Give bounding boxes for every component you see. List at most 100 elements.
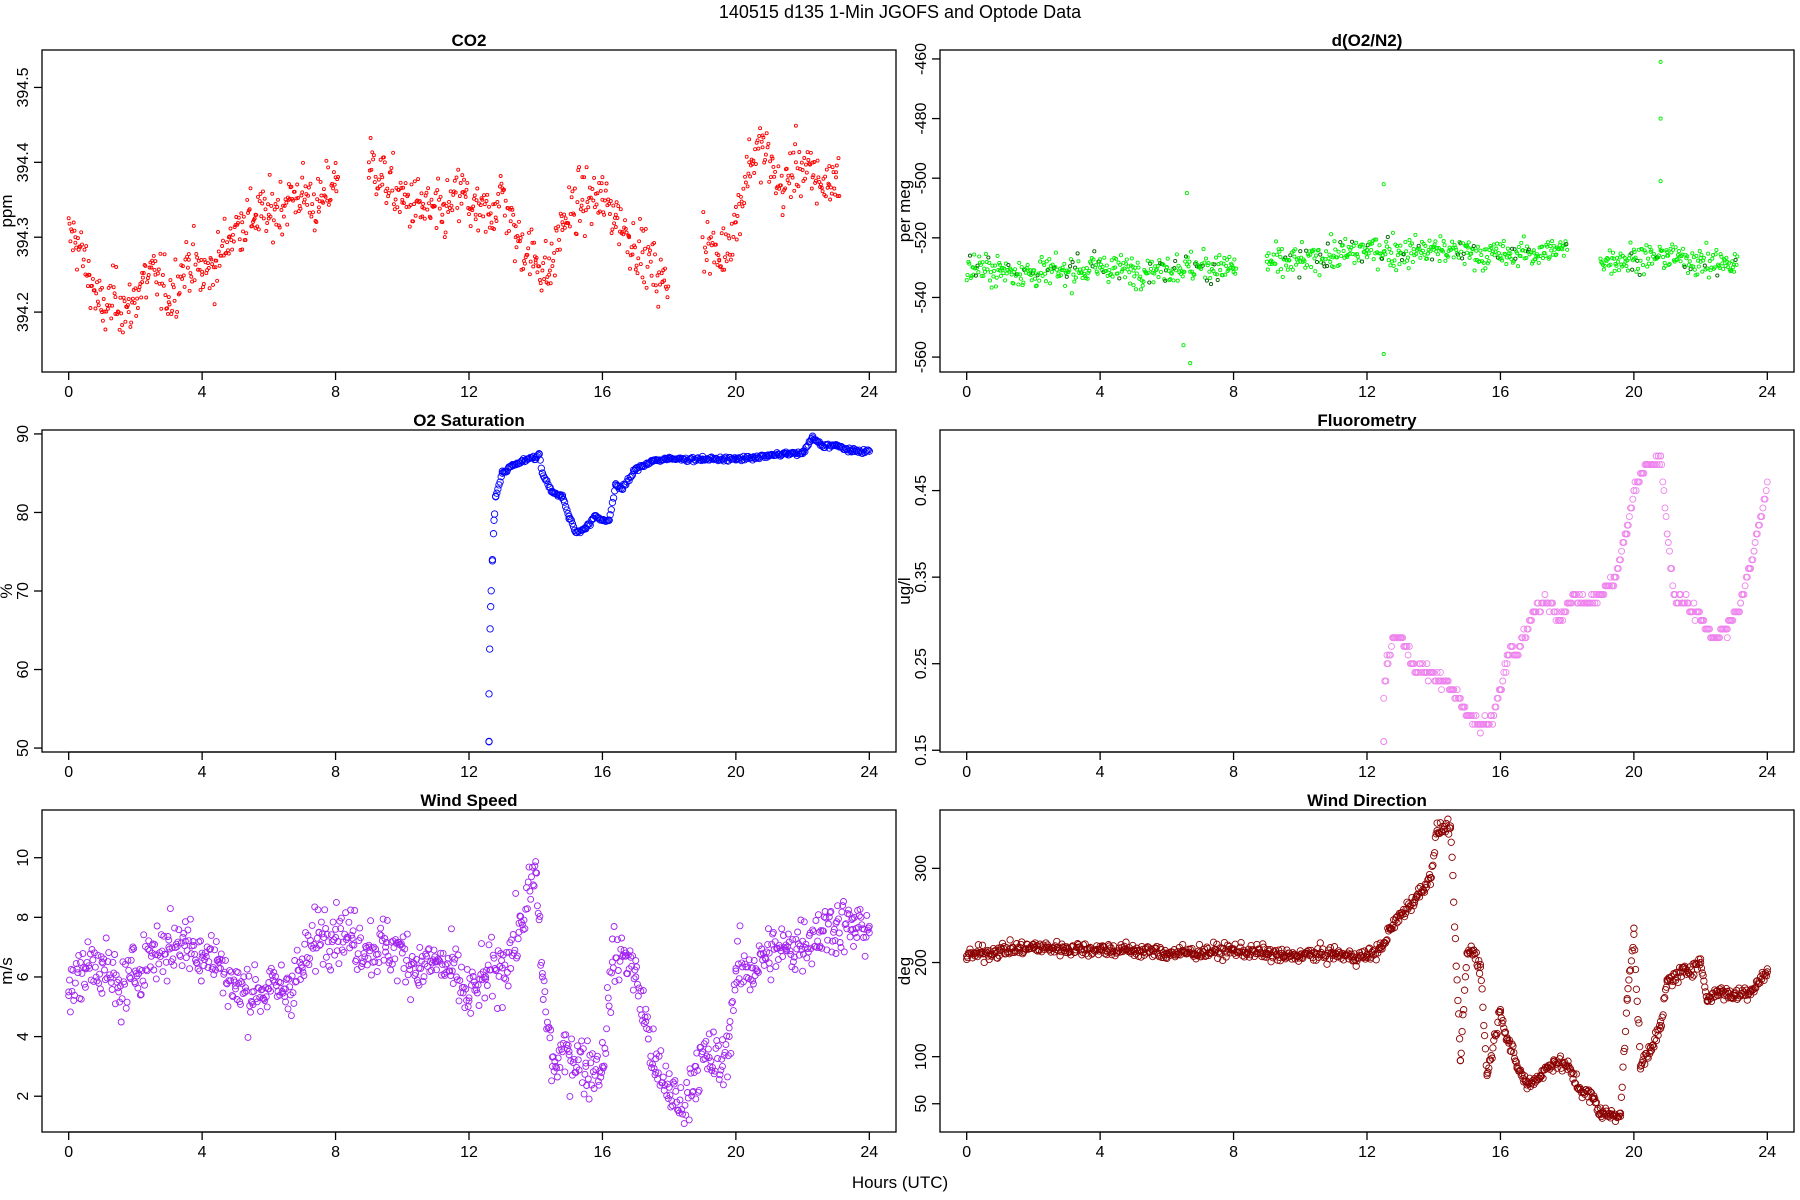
data-point bbox=[1296, 256, 1301, 261]
data-point bbox=[713, 242, 718, 247]
x-tick-label-do2n2-4: 4 bbox=[1096, 384, 1105, 401]
data-point bbox=[742, 201, 747, 206]
data-point bbox=[460, 983, 468, 991]
data-point bbox=[641, 462, 649, 470]
y-tick-label-wspd-4: 10 bbox=[15, 849, 32, 867]
data-point bbox=[628, 266, 632, 271]
data-point bbox=[525, 252, 530, 257]
x-tick-label-co2-16: 16 bbox=[594, 384, 612, 401]
data-point bbox=[580, 175, 585, 180]
data-point bbox=[592, 512, 600, 521]
data-point bbox=[198, 287, 203, 292]
data-point bbox=[432, 204, 437, 209]
data-point bbox=[1492, 253, 1497, 258]
data-point bbox=[547, 1026, 555, 1034]
data-point bbox=[1355, 254, 1360, 259]
data-point bbox=[1331, 253, 1336, 258]
data-point bbox=[786, 173, 791, 178]
data-point bbox=[1457, 1049, 1465, 1057]
data-point bbox=[832, 442, 840, 450]
data-point bbox=[1146, 270, 1151, 275]
data-point bbox=[1762, 487, 1770, 495]
data-point bbox=[144, 945, 152, 953]
x-axis-label: Hours (UTC) bbox=[852, 1173, 948, 1192]
data-point bbox=[1309, 265, 1314, 270]
data-point bbox=[834, 163, 839, 168]
data-point bbox=[70, 248, 75, 253]
data-point bbox=[422, 216, 427, 221]
data-point bbox=[1763, 478, 1771, 486]
data-point bbox=[747, 137, 752, 142]
data-point bbox=[1696, 608, 1703, 616]
data-point bbox=[535, 270, 540, 275]
data-point bbox=[171, 924, 179, 932]
data-point bbox=[982, 266, 987, 271]
data-point bbox=[637, 239, 642, 244]
data-point bbox=[1455, 1035, 1464, 1043]
data-point bbox=[451, 955, 459, 963]
data-point bbox=[715, 262, 720, 267]
data-point bbox=[1683, 599, 1691, 607]
data-point bbox=[171, 285, 176, 290]
data-point bbox=[1317, 273, 1322, 278]
data-point bbox=[1435, 246, 1440, 251]
data-point bbox=[1188, 249, 1194, 254]
data-point bbox=[118, 995, 126, 1003]
data-point bbox=[803, 176, 808, 181]
data-point bbox=[487, 204, 491, 209]
data-point bbox=[1431, 247, 1436, 252]
data-point bbox=[228, 992, 236, 1000]
data-point bbox=[1403, 239, 1408, 245]
data-point bbox=[301, 940, 309, 948]
data-point bbox=[1552, 247, 1557, 252]
data-point bbox=[1536, 1071, 1545, 1080]
data-point bbox=[245, 197, 250, 202]
data-point bbox=[1615, 259, 1621, 264]
data-point bbox=[222, 216, 227, 221]
data-point bbox=[126, 973, 134, 981]
data-point bbox=[371, 153, 376, 158]
data-point bbox=[195, 255, 200, 260]
data-point bbox=[1726, 261, 1731, 266]
data-point bbox=[1325, 241, 1330, 246]
data-point bbox=[594, 202, 599, 207]
data-point bbox=[608, 199, 613, 203]
data-point bbox=[539, 996, 547, 1003]
data-point bbox=[798, 194, 803, 199]
data-point bbox=[253, 212, 258, 217]
data-point bbox=[90, 276, 95, 281]
data-point bbox=[231, 978, 239, 986]
data-point bbox=[632, 973, 640, 981]
data-point bbox=[766, 141, 771, 146]
y-axis-label-co2: ppm bbox=[0, 194, 16, 227]
data-point bbox=[682, 1111, 690, 1119]
data-point bbox=[736, 193, 741, 197]
data-point bbox=[1187, 259, 1192, 264]
data-point bbox=[1424, 256, 1430, 261]
data-point bbox=[799, 160, 804, 165]
data-point bbox=[1443, 258, 1448, 263]
data-point bbox=[751, 158, 756, 163]
data-point bbox=[1214, 272, 1219, 277]
data-point bbox=[113, 295, 118, 300]
data-point-outlier bbox=[1181, 343, 1186, 348]
data-point bbox=[788, 151, 793, 156]
data-point bbox=[1670, 591, 1678, 598]
data-point bbox=[478, 940, 485, 948]
data-point bbox=[511, 946, 519, 954]
data-point bbox=[1219, 261, 1224, 266]
data-point bbox=[440, 220, 445, 225]
data-point bbox=[1610, 573, 1618, 581]
data-point bbox=[860, 925, 868, 933]
data-point bbox=[699, 1048, 706, 1056]
data-point bbox=[1649, 248, 1654, 253]
x-tick-label-co2-24: 24 bbox=[860, 384, 878, 401]
panel-title-fluor: Fluorometry bbox=[1317, 411, 1417, 430]
data-point bbox=[1631, 256, 1636, 261]
data-point bbox=[1097, 259, 1102, 264]
data-point bbox=[503, 198, 508, 203]
data-point bbox=[1501, 660, 1509, 668]
data-point bbox=[837, 194, 842, 198]
data-point bbox=[1446, 824, 1455, 832]
data-point bbox=[425, 945, 433, 953]
